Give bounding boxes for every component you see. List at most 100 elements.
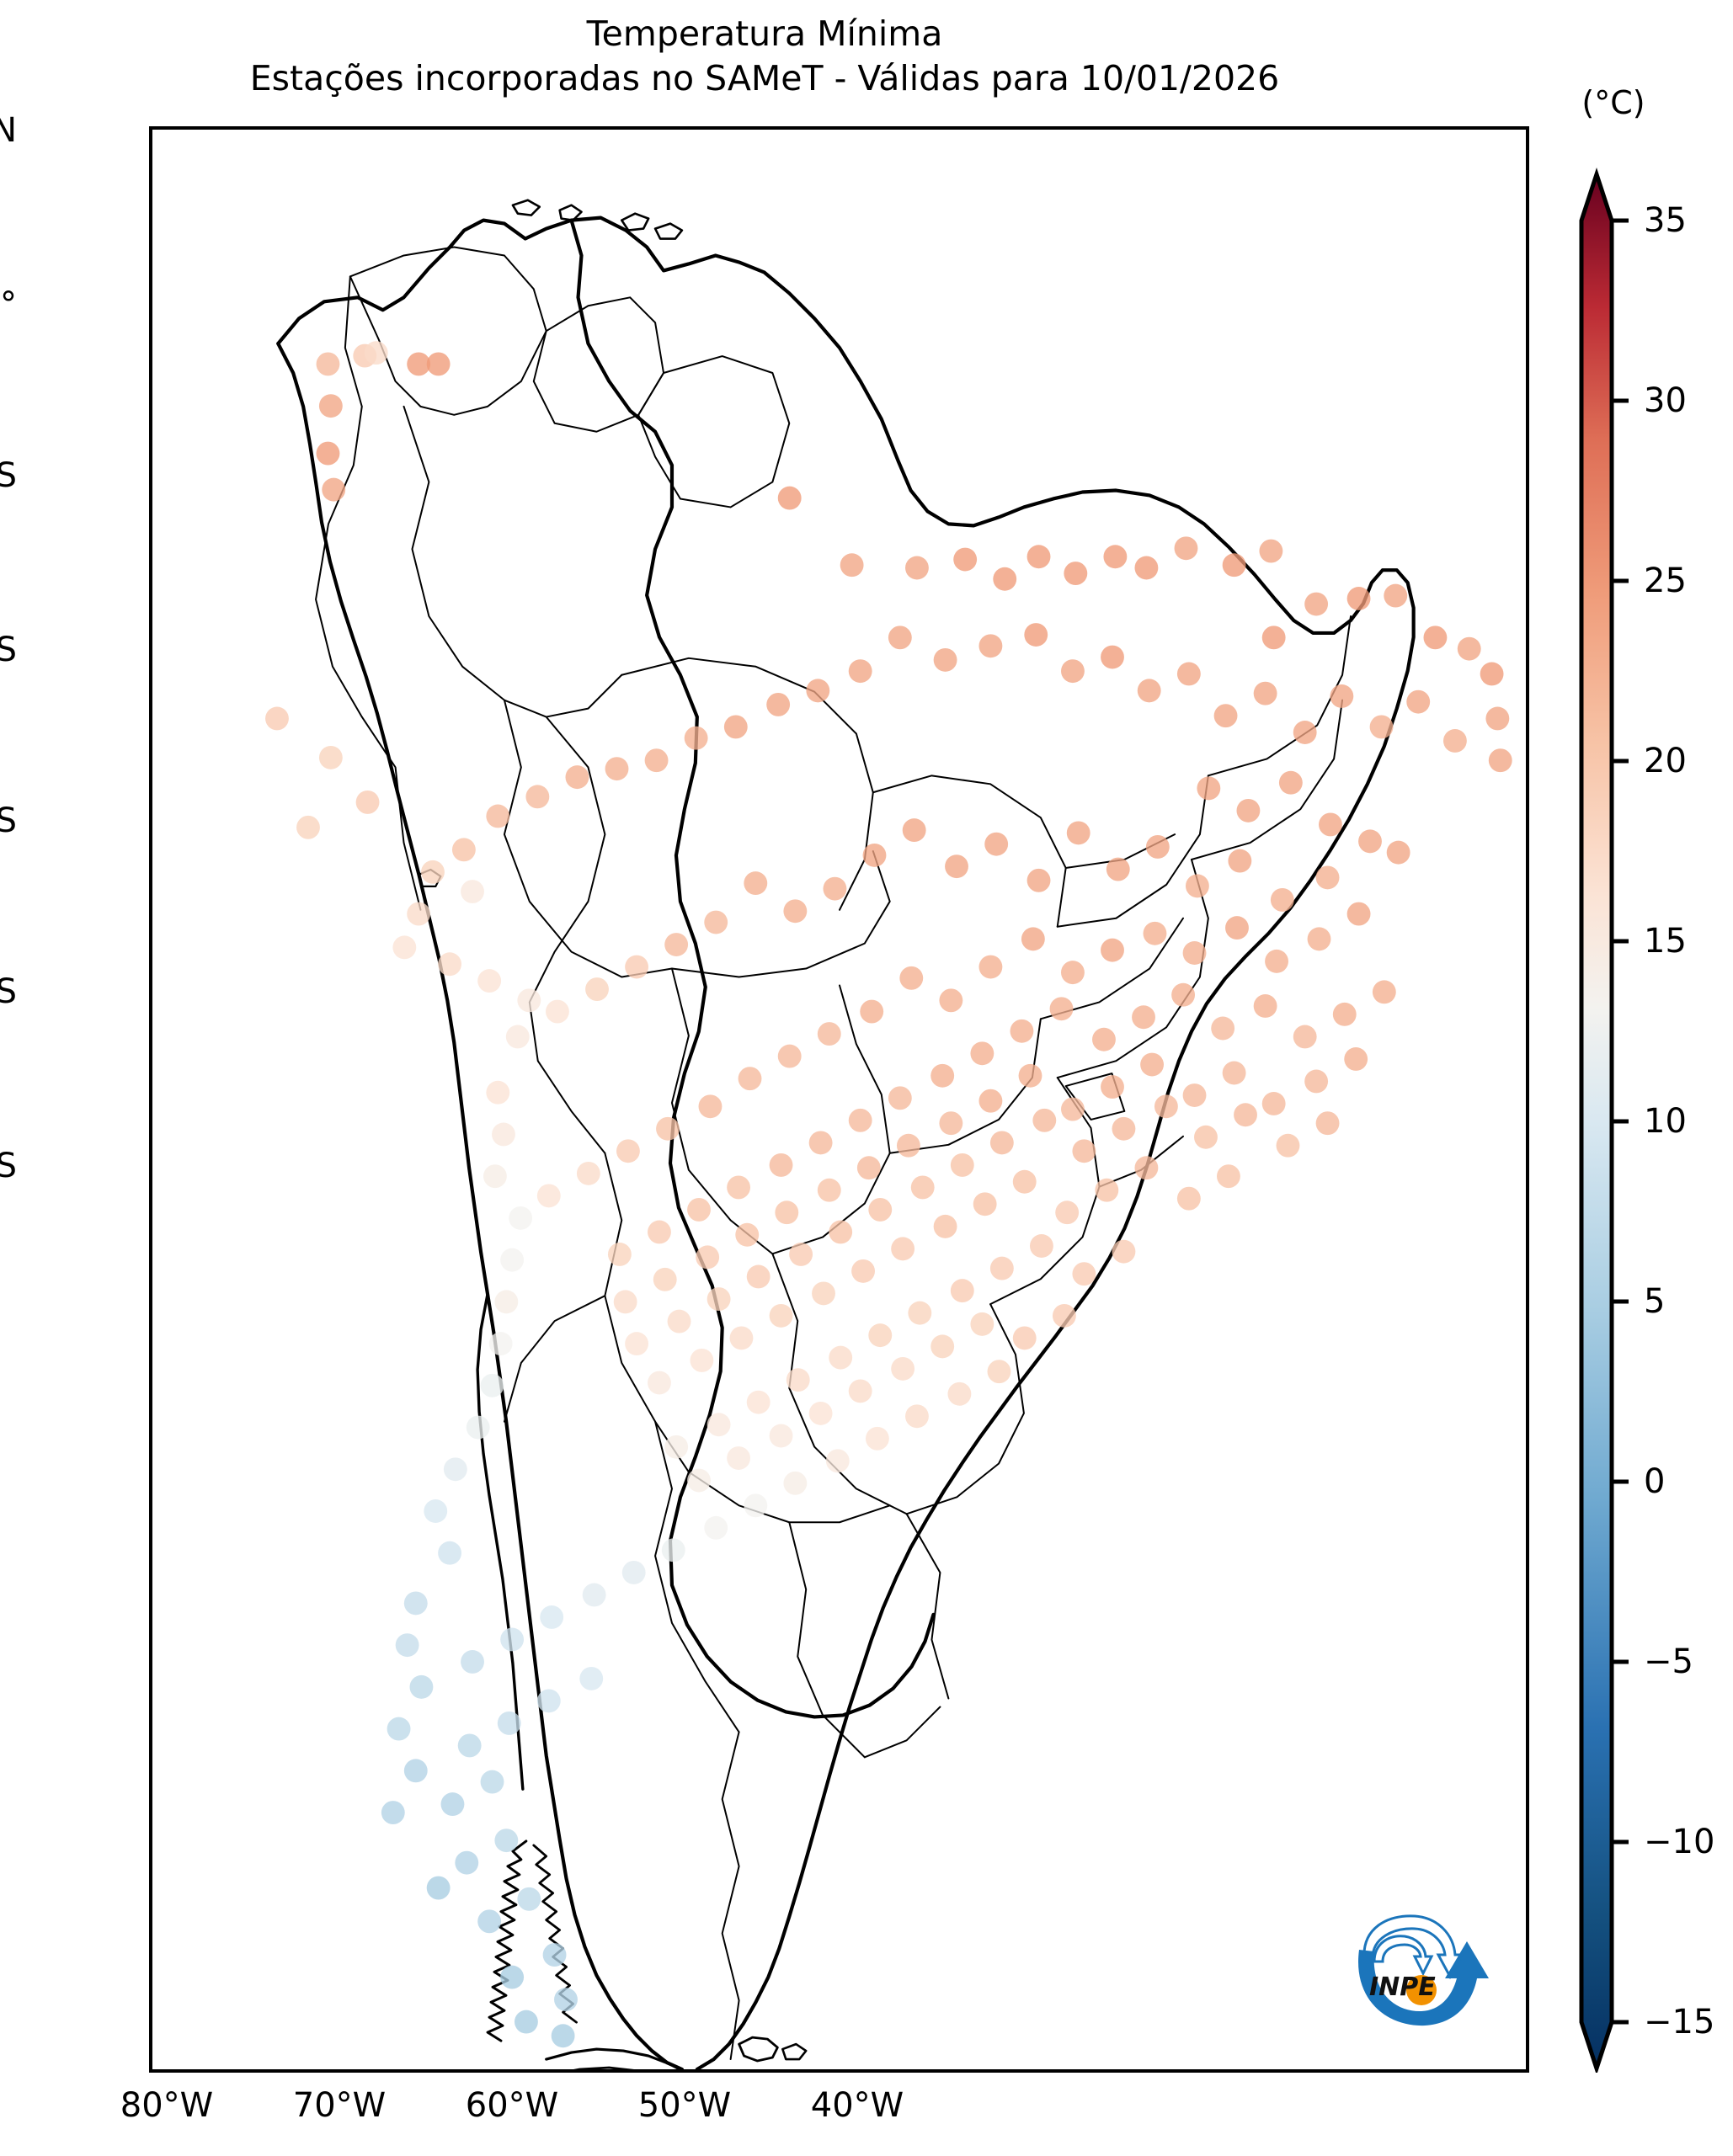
station-scatter-points[interactable] — [152, 130, 1526, 2069]
station-point[interactable] — [727, 1175, 751, 1200]
station-point[interactable] — [1049, 997, 1074, 1021]
station-point[interactable] — [644, 748, 669, 773]
station-point[interactable] — [1253, 994, 1277, 1018]
station-point[interactable] — [1386, 840, 1410, 865]
map-plot-area[interactable] — [149, 126, 1529, 2073]
station-point[interactable] — [625, 1332, 649, 1356]
station-point[interactable] — [500, 1248, 525, 1272]
station-point[interactable] — [1259, 539, 1283, 563]
station-point[interactable] — [426, 1876, 451, 1900]
station-point[interactable] — [896, 1133, 920, 1158]
station-point[interactable] — [1029, 1234, 1053, 1258]
station-point[interactable] — [451, 838, 476, 862]
station-point[interactable] — [1176, 1186, 1201, 1211]
station-point[interactable] — [492, 1122, 515, 1147]
station-point[interactable] — [1488, 748, 1512, 773]
station-point[interactable] — [817, 1022, 841, 1046]
station-point[interactable] — [1457, 636, 1481, 661]
station-point[interactable] — [607, 1243, 632, 1266]
station-point[interactable] — [1137, 679, 1161, 703]
station-point[interactable] — [851, 1259, 875, 1283]
station-point[interactable] — [1095, 1178, 1119, 1202]
station-point[interactable] — [1145, 834, 1170, 859]
station-point[interactable] — [1061, 659, 1085, 684]
station-point[interactable] — [514, 2010, 538, 2034]
station-point[interactable] — [424, 1499, 448, 1523]
station-point[interactable] — [1442, 729, 1467, 753]
station-point[interactable] — [888, 1086, 912, 1110]
station-point[interactable] — [987, 1360, 1011, 1384]
station-point[interactable] — [554, 1988, 578, 2012]
station-point[interactable] — [316, 352, 340, 376]
station-point[interactable] — [1154, 1094, 1178, 1119]
station-point[interactable] — [704, 910, 728, 934]
station-point[interactable] — [1265, 949, 1288, 973]
station-point[interactable] — [355, 790, 380, 814]
station-point[interactable] — [1261, 1092, 1286, 1115]
station-point[interactable] — [744, 1493, 768, 1518]
station-point[interactable] — [648, 1220, 671, 1244]
station-point[interactable] — [868, 1197, 893, 1222]
station-point[interactable] — [910, 1175, 935, 1200]
station-point[interactable] — [1052, 1303, 1076, 1328]
station-point[interactable] — [1143, 921, 1167, 945]
station-point[interactable] — [605, 757, 629, 781]
station-point[interactable] — [808, 1401, 833, 1425]
station-point[interactable] — [542, 1943, 567, 1967]
station-point[interactable] — [1228, 849, 1252, 873]
station-point[interactable] — [1278, 770, 1303, 795]
station-point[interactable] — [825, 1449, 850, 1473]
station-point[interactable] — [930, 1063, 955, 1088]
station-point[interactable] — [1222, 553, 1246, 578]
station-point[interactable] — [395, 1633, 419, 1658]
station-point[interactable] — [1072, 1139, 1096, 1163]
station-point[interactable] — [461, 880, 484, 904]
station-point[interactable] — [500, 1627, 525, 1652]
station-point[interactable] — [483, 1164, 507, 1189]
station-point[interactable] — [684, 726, 708, 750]
station-point[interactable] — [1112, 1239, 1136, 1264]
station-point[interactable] — [829, 1220, 853, 1244]
station-point[interactable] — [1225, 916, 1249, 940]
station-point[interactable] — [905, 1404, 929, 1429]
station-point[interactable] — [1197, 776, 1221, 801]
station-point[interactable] — [698, 1094, 723, 1119]
station-point[interactable] — [494, 1829, 519, 1853]
station-point[interactable] — [1485, 706, 1510, 731]
station-point[interactable] — [664, 933, 689, 956]
station-point[interactable] — [546, 999, 569, 1024]
station-point[interactable] — [933, 1214, 957, 1238]
station-point[interactable] — [829, 1345, 853, 1370]
station-point[interactable] — [786, 1368, 810, 1392]
station-point[interactable] — [1101, 1075, 1124, 1099]
station-point[interactable] — [1185, 874, 1209, 898]
station-point[interactable] — [891, 1356, 915, 1381]
station-point[interactable] — [517, 1887, 541, 1911]
station-point[interactable] — [1174, 536, 1198, 561]
station-point[interactable] — [1182, 1083, 1207, 1107]
station-point[interactable] — [939, 1111, 963, 1136]
station-point[interactable] — [729, 1326, 754, 1350]
station-point[interactable] — [783, 899, 808, 924]
station-point[interactable] — [576, 1161, 600, 1185]
station-point[interactable] — [579, 1666, 604, 1690]
station-point[interactable] — [381, 1801, 405, 1825]
station-point[interactable] — [789, 1243, 813, 1266]
station-point[interactable] — [888, 626, 912, 650]
station-point[interactable] — [1055, 1200, 1080, 1225]
station-point[interactable] — [318, 394, 343, 418]
station-point[interactable] — [848, 659, 872, 684]
station-point[interactable] — [777, 1044, 802, 1068]
station-point[interactable] — [865, 1426, 889, 1451]
station-point[interactable] — [1222, 1061, 1246, 1085]
station-point[interactable] — [1346, 587, 1371, 610]
station-point[interactable] — [1012, 1326, 1037, 1350]
station-point[interactable] — [318, 745, 343, 769]
station-point[interactable] — [265, 706, 289, 731]
station-point[interactable] — [1372, 980, 1396, 1004]
station-point[interactable] — [1021, 927, 1045, 951]
station-point[interactable] — [891, 1237, 915, 1261]
station-point[interactable] — [316, 441, 340, 466]
station-point[interactable] — [667, 1309, 691, 1334]
station-point[interactable] — [536, 1689, 561, 1713]
